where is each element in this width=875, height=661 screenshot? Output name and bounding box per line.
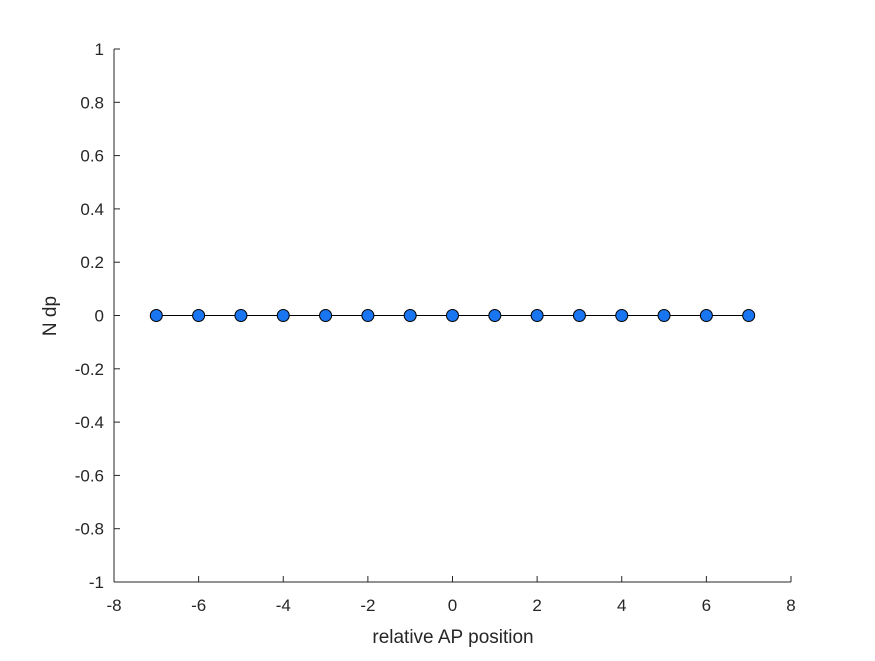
y-tick-label: 0.8: [80, 93, 104, 112]
x-tick-label: -6: [191, 596, 206, 615]
x-tick-label: 0: [448, 596, 457, 615]
data-point: [361, 309, 375, 322]
y-tick-label: -0.8: [75, 520, 104, 539]
y-tick-label: 0: [95, 307, 104, 326]
data-point: [319, 309, 333, 322]
y-tick-label: -1: [89, 573, 104, 592]
x-tick-label: 2: [532, 596, 541, 615]
data-point: [572, 309, 586, 322]
x-tick-label: 6: [702, 596, 711, 615]
y-tick-label: 0.2: [80, 253, 104, 272]
data-point: [615, 309, 629, 322]
x-axis-label: relative AP position: [372, 627, 533, 648]
y-tick-label: -0.2: [75, 360, 104, 379]
data-point: [657, 309, 671, 322]
data-point: [530, 309, 544, 322]
x-tick-label: 8: [786, 596, 795, 615]
x-tick-label: -4: [276, 596, 291, 615]
x-tick-label: 4: [617, 596, 626, 615]
data-point: [403, 309, 417, 322]
y-tick-label: -0.6: [75, 466, 104, 485]
x-tick-label: -2: [360, 596, 375, 615]
data-point: [488, 309, 502, 322]
data-point: [276, 309, 290, 322]
y-tick-label: 1: [95, 40, 104, 59]
y-tick-label: 0.4: [80, 200, 104, 219]
y-tick-label: 0.6: [80, 147, 104, 166]
data-point: [234, 309, 248, 322]
data-point: [699, 309, 713, 322]
plot-area: [149, 309, 756, 322]
x-tick-label: -8: [106, 596, 121, 615]
data-point: [742, 309, 756, 322]
data-point: [149, 309, 163, 322]
ticks: -8 -6 -4 -2 0 2 4 6 8 -1 -0.8 -0.6 -0.4 -0.2 0 0.2 0.4 0.…: [75, 40, 796, 615]
y-axis-label: N dp: [40, 296, 61, 336]
data-point: [446, 309, 459, 322]
data-point: [192, 309, 206, 322]
y-tick-label: -0.4: [75, 413, 104, 432]
